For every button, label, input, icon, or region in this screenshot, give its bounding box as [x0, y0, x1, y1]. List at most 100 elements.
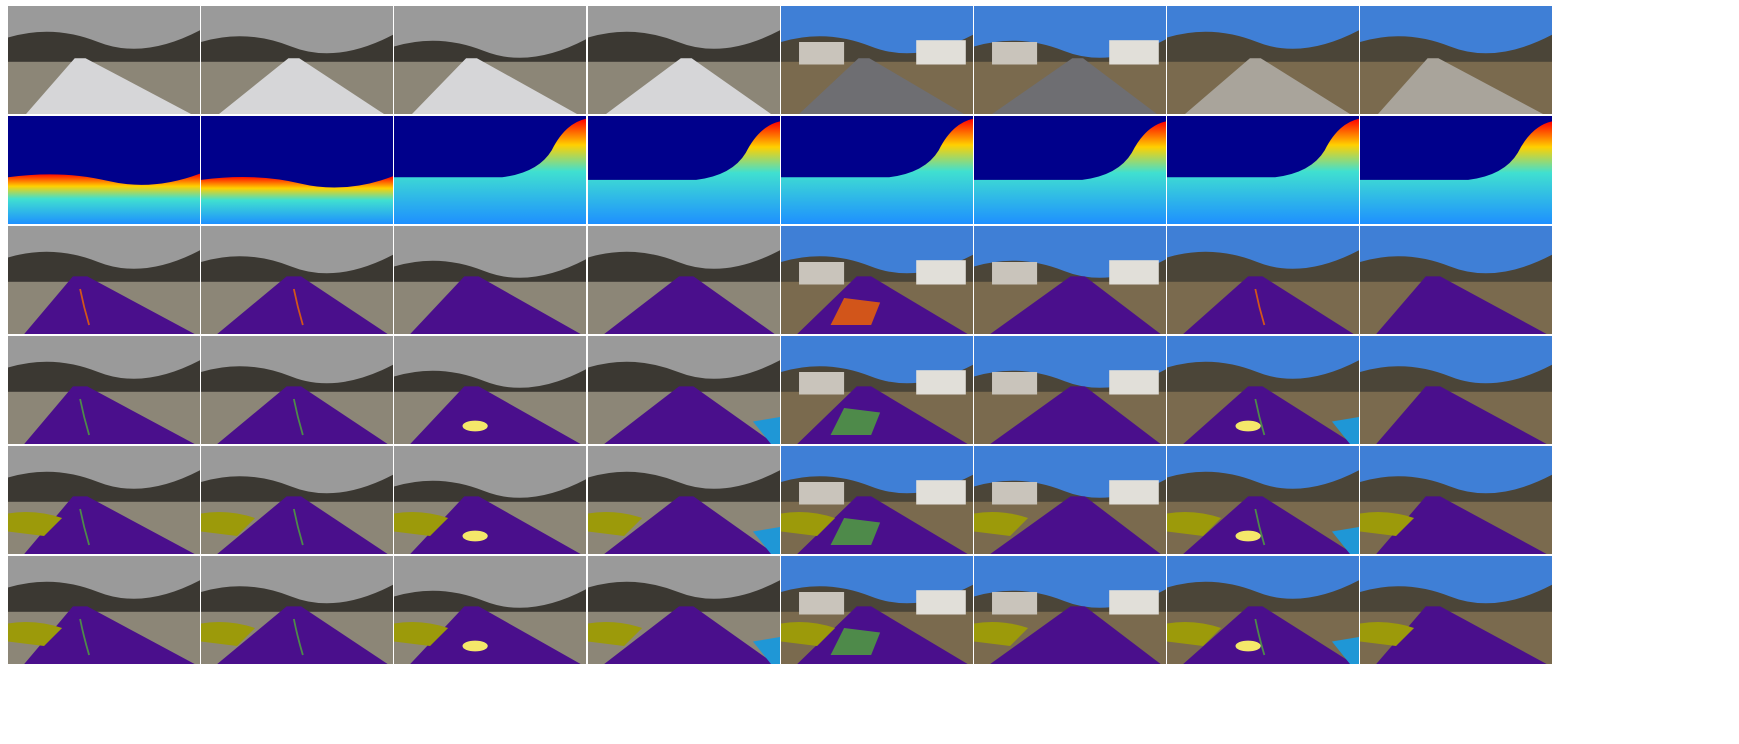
road-mask: [1376, 606, 1547, 664]
shoulder-mask: [1167, 622, 1222, 646]
pothole-mask: [1235, 640, 1261, 652]
cell-image: [394, 556, 586, 664]
cell-image: [781, 556, 973, 664]
rgb-photo: [394, 6, 586, 114]
segmentation-overlay: [604, 276, 775, 334]
depth-map: [1167, 116, 1359, 224]
depth-map: [781, 116, 973, 224]
cell-image: [781, 6, 973, 114]
road-crack-mask: [1254, 398, 1266, 436]
road-mask: [217, 386, 388, 444]
cell-image: [201, 446, 393, 554]
cell-image: [974, 226, 1166, 334]
road-surface: [219, 58, 384, 114]
cell-prediction-c-snowy-mountain-road-1: [8, 556, 200, 664]
depth-near-region: [8, 173, 200, 224]
cell-image: [1360, 446, 1552, 554]
shoulder-mask: [1167, 512, 1222, 536]
segmentation-overlay: [588, 496, 780, 554]
cell-ground-truth-village-road-2: [974, 226, 1166, 334]
shoulder-mask: [8, 512, 63, 536]
cell-depth-snowy-road-with-truck: [588, 116, 780, 224]
depth-map: [974, 116, 1166, 224]
cell-image: [1360, 116, 1552, 224]
cell-ground-truth-rural-road-guardrail: [1360, 226, 1552, 334]
cell-prediction-b-village-road-2: [974, 446, 1166, 554]
road-mask: [24, 606, 195, 664]
depth-near-region: [781, 118, 973, 224]
cell-prediction-c-village-road-2: [974, 556, 1166, 664]
depth-map: [201, 116, 393, 224]
building: [916, 480, 966, 505]
cell-image: [974, 336, 1166, 444]
cell-image: [1360, 226, 1552, 334]
depth-near-region: [1360, 121, 1552, 224]
segmentation-overlay: [797, 276, 968, 334]
segmentation-overlay: [1183, 276, 1354, 334]
cell-image: [1167, 446, 1359, 554]
cell-rgb-snowy-mountain-road-3: [394, 6, 586, 114]
segmentation-overlay: [1167, 606, 1359, 664]
road-mask: [24, 496, 195, 554]
cell-prediction-a-cracked-village-road: [1167, 336, 1359, 444]
cell-image: [1167, 6, 1359, 114]
cell-depth-snowy-mountain-road-2: [201, 116, 393, 224]
cell-prediction-b-cracked-village-road: [1167, 446, 1359, 554]
building: [992, 42, 1038, 65]
patch-mask: [830, 628, 881, 655]
road-mask: [990, 276, 1161, 334]
building: [799, 262, 845, 285]
building: [916, 260, 966, 285]
road-mask: [990, 386, 1161, 444]
cell-image: [1360, 556, 1552, 664]
road-mask: [217, 496, 388, 554]
cell-image: [588, 6, 780, 114]
segmentation-overlay: [990, 276, 1161, 334]
shoulder-mask: [394, 512, 449, 536]
building: [916, 370, 966, 395]
depth-near-region: [394, 118, 586, 224]
road-mask: [217, 606, 388, 664]
cell-prediction-c-cracked-village-road: [1167, 556, 1359, 664]
road-mask: [1183, 276, 1354, 334]
segmentation-overlay: [1360, 496, 1547, 554]
cell-image: [8, 116, 200, 224]
segmentation-overlay: [797, 386, 968, 444]
rgb-photo: [201, 6, 393, 114]
rgb-photo: [588, 6, 780, 114]
segmentation-overlay: [8, 496, 195, 554]
cell-rgb-cracked-village-road: [1167, 6, 1359, 114]
road-mask: [217, 276, 388, 334]
cell-ground-truth-cracked-village-road: [1167, 226, 1359, 334]
shoulder-mask: [781, 512, 836, 536]
segmentation-overlay: [1376, 386, 1547, 444]
cell-rgb-snowy-mountain-road-2: [201, 6, 393, 114]
road-crack-mask: [79, 508, 90, 546]
cell-image: [8, 336, 200, 444]
pothole-mask: [462, 640, 488, 652]
road-surface: [606, 58, 771, 114]
cell-depth-village-road-1: [781, 116, 973, 224]
segmentation-overlay: [201, 606, 388, 664]
pothole-mask: [1235, 420, 1261, 432]
shoulder-mask: [8, 622, 63, 646]
patch-mask: [830, 298, 881, 325]
cell-image: [394, 336, 586, 444]
cell-image: [8, 6, 200, 114]
segmentation-overlay: [410, 386, 581, 444]
cell-image: [201, 336, 393, 444]
cell-image: [781, 116, 973, 224]
depth-near-region: [1167, 118, 1359, 224]
cell-prediction-b-snowy-mountain-road-1: [8, 446, 200, 554]
cell-image: [781, 226, 973, 334]
depth-map: [1360, 116, 1552, 224]
road-mask: [410, 606, 581, 664]
segmentation-overlay: [604, 386, 780, 444]
road-mask: [1376, 496, 1547, 554]
cell-image: [201, 116, 393, 224]
cell-image: [781, 446, 973, 554]
cell-prediction-c-snowy-mountain-road-2: [201, 556, 393, 664]
segmentation-overlay: [990, 386, 1161, 444]
depth-near-region: [974, 121, 1166, 224]
